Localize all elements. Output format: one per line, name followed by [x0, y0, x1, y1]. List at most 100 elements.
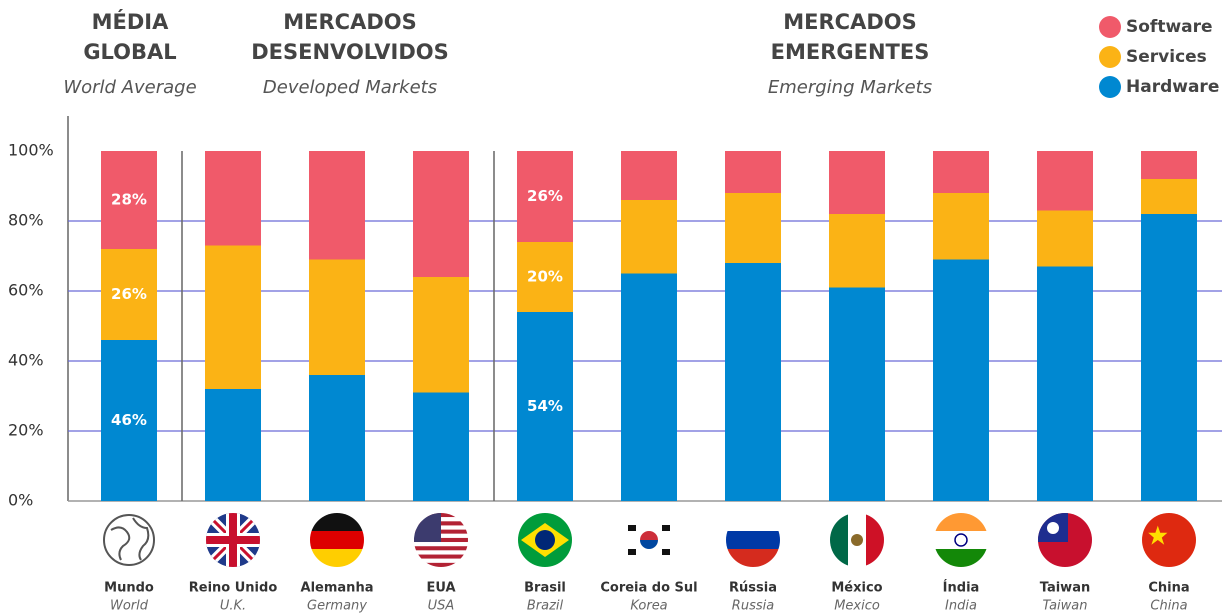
bar-segment	[1037, 151, 1093, 211]
flag-icon	[103, 514, 155, 566]
flag	[662, 525, 670, 531]
flag-clip	[310, 513, 364, 567]
bar-segment	[621, 151, 677, 200]
flag-icon	[414, 513, 468, 567]
flag-icon	[1038, 513, 1092, 567]
flag-icon	[518, 513, 572, 567]
flag	[414, 513, 441, 542]
bar-segment	[101, 249, 157, 340]
flag-clip	[934, 513, 988, 567]
flag-clip	[518, 513, 572, 567]
flag-clip	[830, 513, 884, 567]
flag-clip	[103, 514, 155, 566]
flag	[954, 533, 968, 547]
x-tick-translation: Germany	[307, 599, 367, 614]
globe	[103, 514, 155, 566]
x-tick-label: Índia	[943, 580, 980, 596]
flag	[1142, 513, 1196, 567]
x-tick-label: Reino Unido	[189, 581, 278, 596]
flag	[640, 531, 658, 540]
flag-icon	[934, 513, 988, 567]
bar-segment	[933, 193, 989, 260]
flag-icon	[1142, 513, 1196, 567]
group-title: MÉDIA	[92, 9, 169, 34]
bar-segment	[1037, 210, 1093, 267]
y-tick-label: 60%	[8, 281, 44, 300]
legend-label: Services	[1126, 47, 1207, 67]
y-tick-label: 100%	[8, 141, 54, 160]
globe-land	[110, 517, 150, 561]
group-title: GLOBAL	[83, 40, 176, 64]
flag	[628, 525, 636, 531]
bar-segment	[205, 151, 261, 246]
flag	[414, 554, 468, 559]
bar-segment	[309, 375, 365, 501]
flag	[310, 513, 364, 531]
flag	[414, 558, 468, 563]
y-tick-label: 20%	[8, 421, 44, 440]
flag-clip	[414, 513, 468, 567]
x-tick-translation: Brazil	[527, 599, 564, 614]
legend-swatch	[1099, 76, 1121, 98]
flag	[628, 549, 636, 555]
flag	[726, 513, 780, 531]
x-tick-translation: Taiwan	[1043, 599, 1088, 614]
flag-icon	[206, 513, 260, 567]
flag	[726, 549, 780, 567]
group-subtitle: Emerging Markets	[768, 77, 932, 98]
bar-segment	[933, 259, 989, 501]
group-subtitle: World Average	[63, 77, 196, 98]
x-tick-translation: China	[1150, 599, 1187, 614]
bar-segment	[1037, 266, 1093, 501]
flag-clip	[206, 513, 260, 567]
bar-segment	[621, 200, 677, 274]
bar-segment	[205, 389, 261, 501]
group-title: EMERGENTES	[771, 40, 930, 64]
flag-icon	[310, 513, 364, 567]
legend-label: Hardware	[1126, 77, 1219, 97]
bar-segment	[725, 263, 781, 501]
flag-clip	[1038, 513, 1092, 567]
bar-segment	[101, 340, 157, 501]
flag	[640, 540, 658, 549]
group-subtitle: Developed Markets	[263, 77, 437, 98]
bar-segment	[829, 151, 885, 214]
x-tick-translation: USA	[428, 599, 455, 614]
x-tick-label: Brasil	[524, 581, 566, 596]
x-tick-label: Alemanha	[301, 581, 374, 596]
bar-segment	[101, 151, 157, 249]
bar-segment	[1141, 151, 1197, 179]
group-title: MERCADOS	[783, 10, 917, 34]
flag	[851, 534, 863, 546]
value-label: 20%	[527, 268, 563, 286]
x-tick-translation: U.K.	[220, 599, 246, 614]
bar-segment	[309, 259, 365, 375]
x-tick-translation: World	[110, 599, 149, 614]
y-tick-label: 80%	[8, 211, 44, 230]
bar-segment	[309, 151, 365, 260]
x-tick-label: Taiwan	[1040, 581, 1090, 596]
value-label: 46%	[111, 411, 147, 429]
flag	[414, 546, 468, 551]
bar-segment	[517, 151, 573, 242]
value-label: 28%	[111, 191, 147, 209]
bar-segment	[1141, 179, 1197, 214]
x-tick-label: Rússia	[729, 581, 777, 596]
bar-segment	[725, 151, 781, 193]
value-label: 26%	[111, 285, 147, 303]
flag	[1148, 525, 1168, 545]
legend-label: Software	[1126, 17, 1213, 37]
bar-segment	[1141, 214, 1197, 501]
value-label: 54%	[527, 397, 563, 415]
flag	[934, 549, 988, 567]
bar-segment	[725, 193, 781, 263]
bar-segment	[933, 151, 989, 193]
flag	[662, 549, 670, 555]
bar-segment	[413, 392, 469, 501]
bar-segment	[621, 273, 677, 501]
x-tick-translation: Russia	[732, 599, 774, 614]
flag	[934, 513, 988, 531]
bar-segment	[413, 151, 469, 277]
flag	[1047, 522, 1059, 534]
